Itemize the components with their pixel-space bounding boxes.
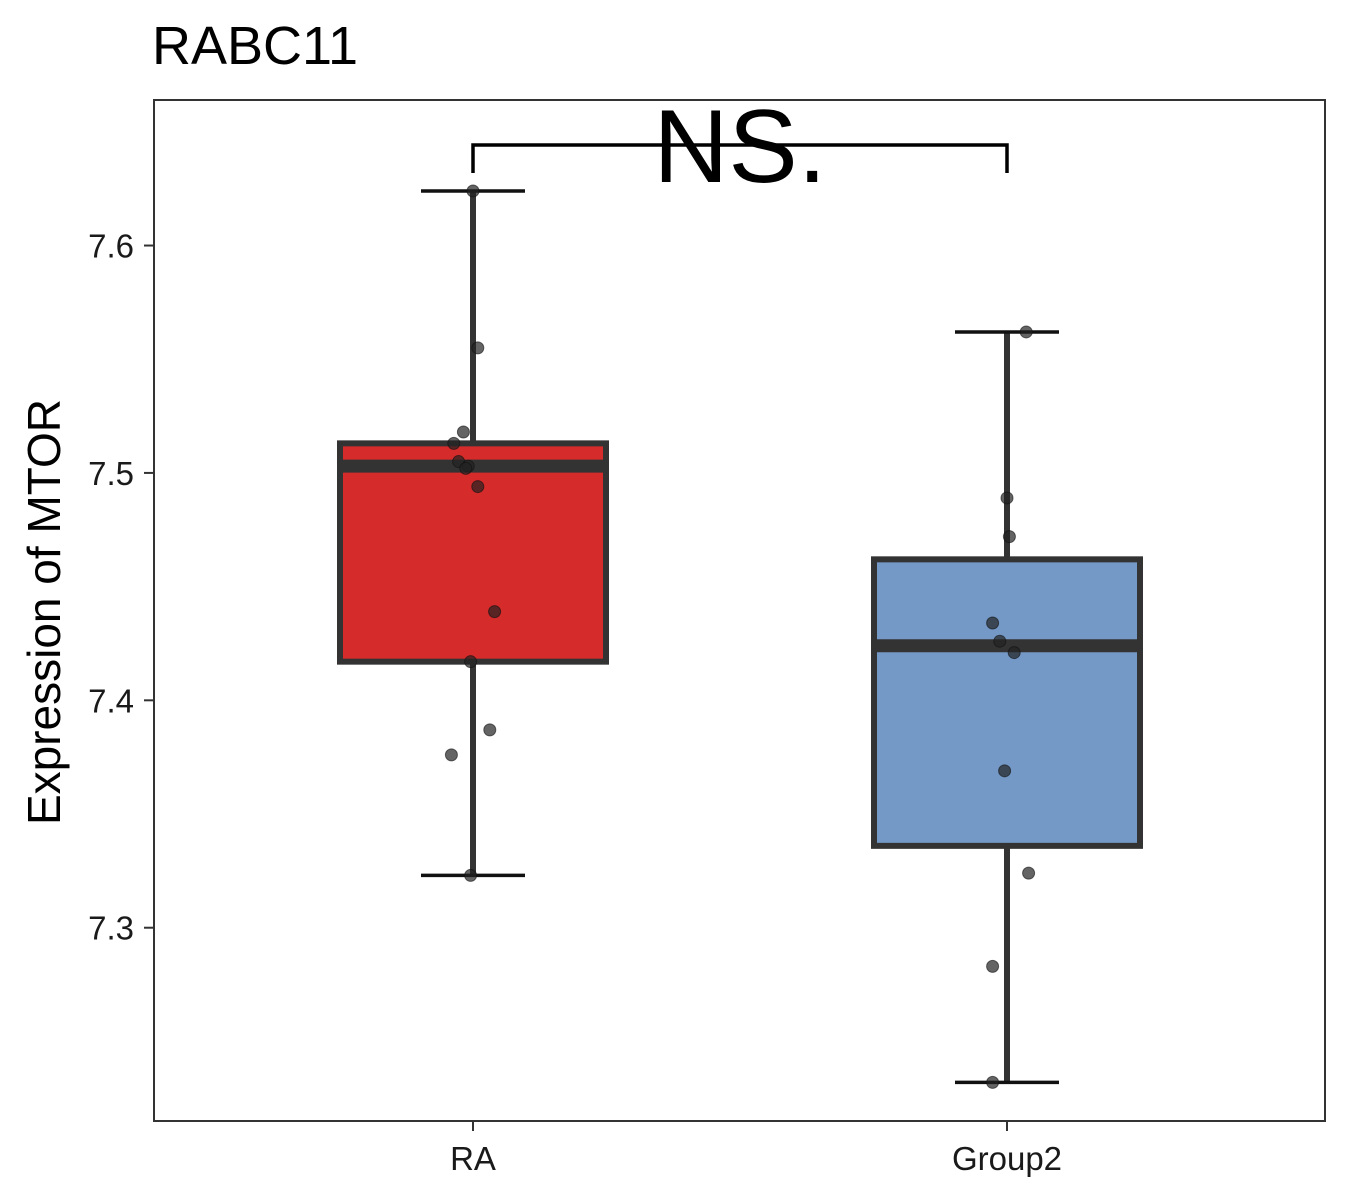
data-point [483, 723, 497, 737]
data-point [464, 868, 478, 882]
iqr-box [871, 556, 1143, 849]
data-point [466, 184, 480, 198]
x-tick-label: RA [450, 1140, 496, 1177]
data-point [1019, 325, 1033, 339]
y-tick-label: 7.3 [88, 910, 134, 947]
y-tick-label: 7.5 [88, 455, 134, 492]
significance-bracket [471, 143, 1009, 173]
x-tick-label: Group2 [952, 1140, 1062, 1177]
y-tick-label: 7.4 [88, 682, 134, 719]
data-point [459, 461, 473, 475]
data-point [1022, 866, 1036, 880]
data-point [1000, 491, 1014, 505]
chart-title: RABC11 [152, 16, 358, 76]
data-point [1007, 646, 1021, 660]
iqr-box [337, 440, 609, 665]
y-tick-label: 7.6 [88, 228, 134, 265]
box-group-group2 [871, 325, 1143, 1089]
data-point [447, 436, 461, 450]
box-group-ra [337, 184, 609, 882]
plot-panel-border [153, 99, 1326, 1122]
data-point [998, 764, 1012, 778]
significance-annotation: NS. [471, 89, 1009, 205]
data-point [986, 959, 1000, 973]
data-point [993, 634, 1007, 648]
data-point [464, 655, 478, 669]
data-point [471, 480, 485, 494]
data-point [456, 425, 470, 439]
data-point [986, 616, 1000, 630]
data-point [488, 605, 502, 619]
data-point [444, 748, 458, 762]
significance-label: NS. [653, 89, 826, 205]
y-axis-label: Expression of MTOR [18, 399, 70, 825]
plot-area: 7.3 7.4 7.5 7.6 RA Group2 [88, 184, 1143, 1177]
data-point [471, 341, 485, 355]
data-point [986, 1075, 1000, 1089]
data-point [1002, 530, 1016, 544]
